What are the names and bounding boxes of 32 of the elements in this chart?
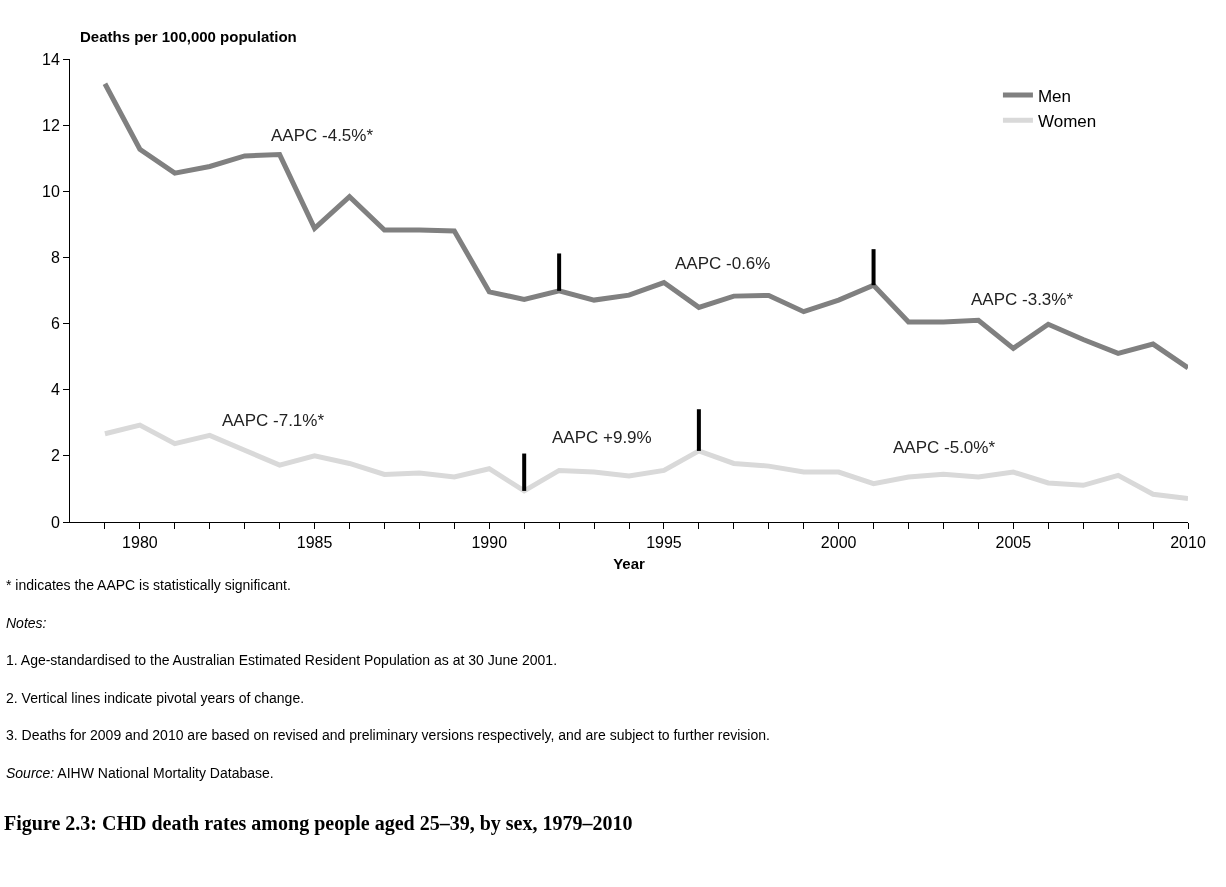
y-tick-label: 10 — [42, 182, 60, 200]
text: Notes: — [6, 615, 47, 631]
source-note: Source: AIHW National Mortality Database. — [6, 765, 274, 781]
annotation: AAPC -7.1%* — [222, 411, 325, 430]
text: Figure 2.3: CHD death rates among people aged 25–39, by sex, 1979–2010 — [4, 812, 633, 835]
y-tick-label: 4 — [50, 381, 60, 399]
x-tick-label: 1980 — [122, 534, 158, 552]
legend-label: Women — [1037, 111, 1097, 131]
x-tick-label: 1990 — [471, 534, 508, 552]
annotation: AAPC -0.6% — [675, 254, 771, 273]
x-tick-label: 2010 — [1170, 534, 1206, 552]
annotation: AAPC +9.9% — [552, 428, 652, 447]
text: 3. Deaths for 2009 and 2010 are based on revised and preliminary versions respectively, and are subject to further revision. — [6, 727, 770, 743]
y-tick-label: 0 — [50, 513, 60, 531]
y-tick-label: 8 — [50, 249, 60, 267]
text: 1. Age-standardised to the Australian Estimated Resident Population as at 30 June 2001. — [6, 652, 558, 668]
annotation: AAPC -4.5%* — [271, 126, 374, 145]
x-tick-label: 2000 — [820, 534, 857, 552]
y-tick-label: 14 — [42, 50, 60, 68]
y-tick-label: 12 — [42, 116, 60, 134]
y-tick-label: 2 — [50, 447, 60, 465]
annotation: AAPC -3.3%* — [971, 290, 1074, 309]
text: 2. Vertical lines indicate pivotal years of change. — [6, 690, 305, 706]
x-axis-title: Year — [613, 555, 646, 573]
legend-label: Men — [1037, 86, 1072, 106]
x-tick-label: 1995 — [646, 534, 682, 552]
annotation: AAPC -5.0%* — [893, 438, 996, 457]
text: * indicates the AAPC is statistically significant. — [6, 577, 291, 593]
x-tick-label: 2005 — [995, 534, 1032, 552]
y-tick-label: 6 — [50, 315, 60, 333]
y-axis-title: Deaths per 100,000 population — [80, 28, 297, 45]
x-tick-label: 1985 — [296, 534, 333, 552]
